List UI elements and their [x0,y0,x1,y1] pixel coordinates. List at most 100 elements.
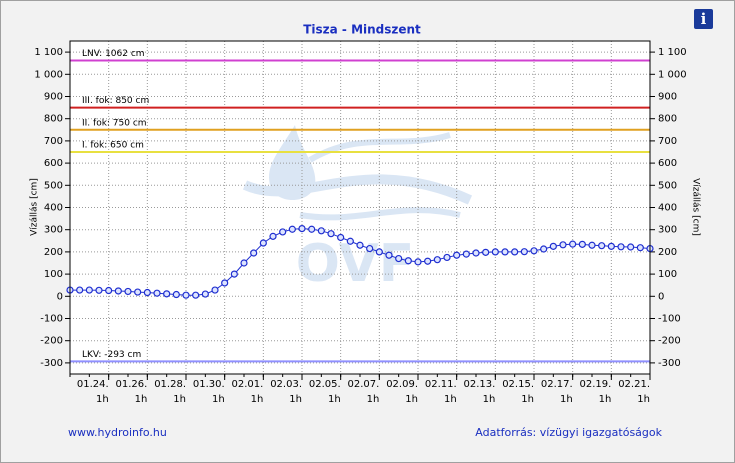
data-point [636,244,644,252]
x-tick-label: 01.28. [154,379,186,390]
y-tick-label: 100 [44,269,63,280]
y2-tick-label: -300 [658,358,681,369]
y2-tick-label: 900 [658,92,677,103]
data-point [337,233,345,242]
y2-tick-label: -100 [658,314,681,325]
data-point [134,288,142,296]
data-point [211,286,219,294]
data-point [298,224,306,233]
x-tick-label: 01.30. [193,379,225,390]
y-tick-label: -200 [40,336,63,347]
y-tick-label: 400 [44,203,63,214]
data-point [540,245,548,253]
data-point [250,249,258,257]
data-point [327,230,335,238]
data-point [482,248,490,256]
data-point [627,243,635,251]
data-point [124,287,132,296]
threshold-label: III. fok: 850 cm [82,96,149,106]
data-point [617,243,625,251]
y2-tick-label: 300 [658,225,677,236]
info-button[interactable] [694,9,713,29]
data-point [375,248,383,256]
y2-tick-label: 600 [658,158,677,169]
data-point [395,254,403,263]
plot-border [69,40,651,375]
data-point [172,290,180,299]
threshold-label: I. fok: 650 cm [82,141,144,151]
x-hour-label: 1h [328,394,341,405]
x-hour-label: 1h [599,394,612,405]
data-point [366,244,374,253]
y-tick-label: 500 [44,180,63,191]
y2-tick-label: 400 [658,203,677,214]
data-point [308,225,316,233]
y-tick-label: 200 [44,247,63,258]
threshold-label: LNV: 1062 cm [82,49,145,59]
data-point [443,253,451,262]
data-point [346,237,354,245]
y2-tick-label: 1 100 [658,47,687,58]
y-tick-label: 1 100 [34,47,63,58]
data-point [433,256,441,264]
data-point [269,232,277,240]
data-point [259,239,267,247]
data-point [424,257,432,265]
data-point [520,248,528,256]
y-tick-label: 600 [44,158,63,169]
y2-tick-label: 500 [658,180,677,191]
data-point [356,241,364,249]
x-hour-label: 1h [251,394,264,405]
data-point [143,288,151,297]
data-point [105,286,113,295]
data-point [317,227,325,235]
data-point [598,242,606,250]
data-point [491,248,499,256]
watermark-logo [242,125,473,221]
info-icon[interactable]: i [701,10,707,28]
y-tick-label: -100 [40,314,63,325]
x-tick-label: 02.03. [270,379,302,390]
x-hour-label: 1h [96,394,109,405]
data-point [511,248,519,256]
y-tick-label: 700 [44,136,63,147]
y-axis-label: Vízállás [cm] [30,178,40,236]
data-point [385,251,393,259]
x-tick-label: 02.21. [618,379,650,390]
data-point [230,270,238,278]
x-tick-label: 02.05. [309,379,341,390]
y-tick-label: 300 [44,225,63,236]
footer-link[interactable]: www.hydroinfo.hu [68,426,167,439]
data-point [153,289,161,297]
x-hour-label: 1h [289,394,302,405]
x-tick-label: 02.15. [502,379,534,390]
x-hour-label: 1h [367,394,380,405]
data-point [569,240,577,248]
y-tick-label: 0 [57,291,63,302]
x-hour-label: 1h [405,394,418,405]
data-point [279,228,287,236]
y-tick-label: 1 000 [34,69,63,80]
data-point [414,258,422,266]
y2-axis-label: Vízállás [cm] [691,178,701,236]
chart-title: Tisza - Mindszent [303,23,421,37]
data-point [559,241,567,249]
data-point [114,287,122,295]
data-point [95,286,103,294]
y2-tick-label: 100 [658,269,677,280]
x-hour-label: 1h [483,394,496,405]
data-point [549,242,557,250]
x-tick-label: 02.11. [425,379,457,390]
x-tick-label: 02.19. [580,379,612,390]
x-tick-label: 02.17. [541,379,573,390]
x-hour-label: 1h [560,394,573,405]
y2-tick-label: 200 [658,247,677,258]
data-point [76,286,84,294]
y2-tick-label: 0 [658,291,664,302]
x-hour-label: 1h [212,394,225,405]
data-point [85,286,93,294]
data-point [201,290,209,298]
watermark-text: OVF [296,234,415,294]
data-point [578,240,586,248]
x-hour-label: 1h [521,394,534,405]
